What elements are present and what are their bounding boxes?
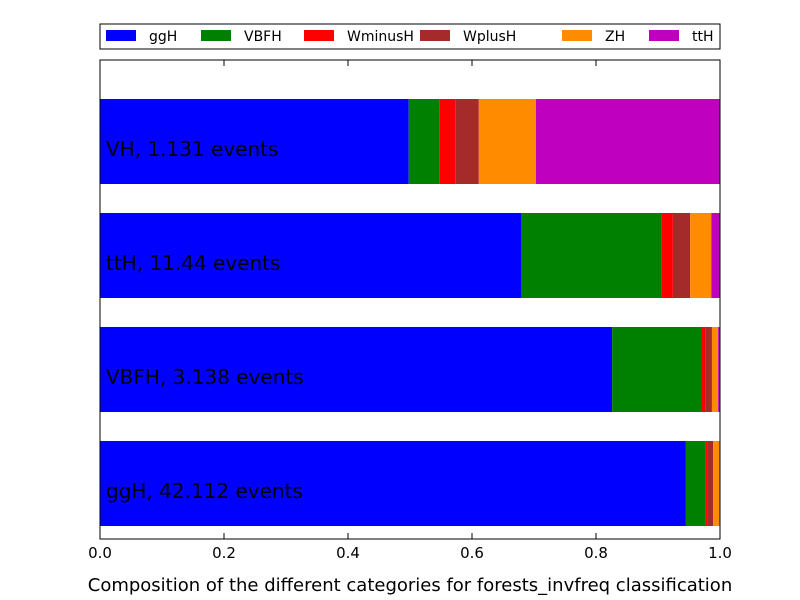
plot-frame xyxy=(99,59,721,540)
bar-segment-vbfh-1 xyxy=(612,327,703,412)
legend: ggH VBFH WminusH WplusH ZH ttH xyxy=(99,23,721,50)
legend-label-wplush: WplusH xyxy=(463,29,516,45)
x-tick-label: 0.4 xyxy=(336,544,360,562)
legend-label-zh: ZH xyxy=(605,29,625,45)
bar-segment-zh-0 xyxy=(713,441,720,526)
bar-segment-ggh-2 xyxy=(100,213,521,298)
legend-label-ggh: ggH xyxy=(149,29,177,45)
bar-segment-wminush-3 xyxy=(439,99,456,184)
x-tick-label: 0.2 xyxy=(212,544,236,562)
bar-segment-wminush-2 xyxy=(661,213,673,298)
x-tick-label: 0.8 xyxy=(584,544,608,562)
bars xyxy=(100,99,720,526)
x-tick-label: 0.6 xyxy=(460,544,484,562)
bar-segment-ggh-1 xyxy=(100,327,613,412)
bar-segment-wplush-0 xyxy=(707,441,714,526)
bar-segment-wminush-0 xyxy=(705,441,708,526)
bar-segment-ggh-3 xyxy=(100,99,409,184)
bar-segment-wminush-1 xyxy=(702,327,706,412)
bar-segment-vbfh-0 xyxy=(685,441,706,526)
x-axis-label: Composition of the different categories … xyxy=(88,575,732,596)
legend-label-wminush: WminusH xyxy=(347,29,414,45)
bar-labels: ggH, 42.112 events VBFH, 3.138 events ttH,… xyxy=(106,137,304,503)
x-tick-label: 0.0 xyxy=(88,544,112,562)
bar-label: VBFH, 3.138 events xyxy=(106,365,304,389)
bar-segment-tth-1 xyxy=(718,327,720,412)
x-tick-label: 1.0 xyxy=(708,544,732,562)
legend-swatch-zh xyxy=(562,30,592,41)
bar-segment-vbfh-3 xyxy=(408,99,440,184)
bar-segment-tth-2 xyxy=(711,213,720,298)
legend-swatch-wplush xyxy=(420,30,450,41)
bar-segment-wplush-3 xyxy=(455,99,479,184)
legend-label-vbfh: VBFH xyxy=(244,29,282,45)
bar-segment-wplush-1 xyxy=(705,327,712,412)
bar-segment-zh-3 xyxy=(478,99,536,184)
legend-swatch-ggh xyxy=(106,30,136,41)
bar-segment-zh-2 xyxy=(690,213,712,298)
bar-segment-ggh-0 xyxy=(100,441,686,526)
x-axis: 0.0 0.2 0.4 0.6 0.8 1.0 xyxy=(88,60,732,562)
legend-swatch-tth xyxy=(649,30,679,41)
legend-label-tth: ttH xyxy=(692,29,714,45)
bar-label: ttH, 11.44 events xyxy=(106,251,280,275)
legend-swatch-vbfh xyxy=(201,30,231,41)
bar-segment-vbfh-2 xyxy=(520,213,662,298)
bar-label: VH, 1.131 events xyxy=(106,137,278,161)
legend-swatch-wminush xyxy=(304,30,334,41)
bar-segment-wplush-2 xyxy=(672,213,691,298)
bar-segment-zh-1 xyxy=(711,327,719,412)
bar-segment-tth-3 xyxy=(535,99,720,184)
bar-label: ggH, 42.112 events xyxy=(106,479,303,503)
